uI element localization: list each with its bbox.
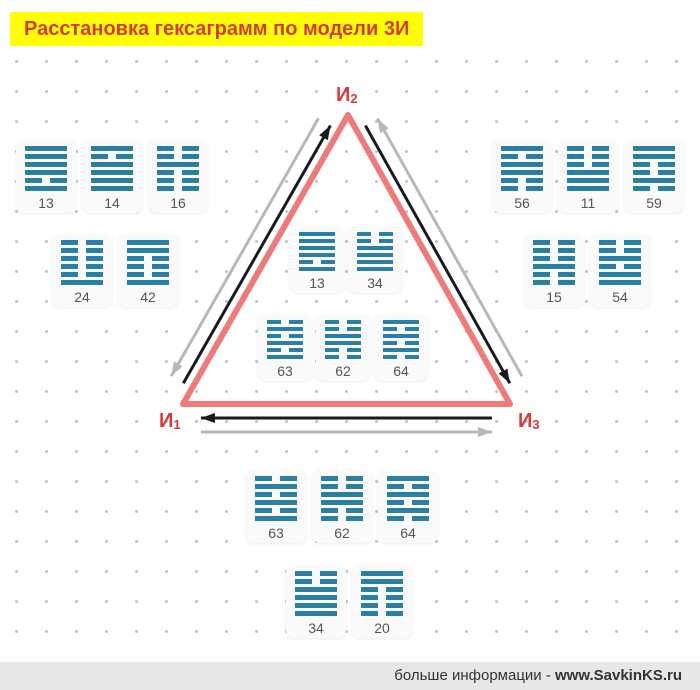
footer-link[interactable]: www.SavkinKS.ru xyxy=(555,667,682,684)
vertex-label-top-main: И xyxy=(336,84,350,106)
hexagram-icon xyxy=(321,476,363,521)
hexagram-number: 34 xyxy=(350,275,400,291)
hexagram-icon xyxy=(599,240,641,285)
hexagram-icon xyxy=(533,240,575,285)
arrow-head xyxy=(377,119,388,134)
arrow-head xyxy=(319,126,330,141)
hex-cluster-center-upper: 13 34 xyxy=(290,226,402,293)
arrow-head xyxy=(171,362,182,377)
hex-cluster-top-left-lower: 24 42 xyxy=(52,234,178,307)
hexagram-card: 63 xyxy=(246,470,306,543)
hexagram-card: 14 xyxy=(82,140,142,213)
hexagram-card: 13 xyxy=(16,140,76,213)
vertex-label-left-main: И xyxy=(159,410,173,432)
hexagram-card: 64 xyxy=(378,470,438,543)
hexagram-icon xyxy=(361,571,403,616)
hexagram-icon xyxy=(61,240,103,285)
hexagram-icon xyxy=(25,146,67,191)
hexagram-icon xyxy=(91,146,133,191)
hexagram-number: 56 xyxy=(494,195,550,211)
vertex-label-right-main: И xyxy=(518,410,532,432)
hexagram-card: 20 xyxy=(352,565,412,638)
vertex-label-top: И2 xyxy=(336,84,358,107)
footer-text: больше информации - xyxy=(394,667,555,684)
hexagram-number: 15 xyxy=(526,289,582,305)
vertex-label-right-sub: 3 xyxy=(532,417,539,432)
hexagram-icon xyxy=(127,240,169,285)
footer-bar: больше информации - www.SavkinKS.ru xyxy=(0,662,700,690)
hex-cluster-center-lower: 63 62 64 xyxy=(258,314,428,381)
hexagram-card: 62 xyxy=(316,314,370,381)
hexagram-card: 11 xyxy=(558,140,618,213)
hexagram-card: 59 xyxy=(624,140,684,213)
hexagram-icon xyxy=(299,232,335,271)
hexagram-number: 63 xyxy=(248,525,304,541)
hexagram-icon xyxy=(325,320,361,359)
hexagram-card: 42 xyxy=(118,234,178,307)
hexagram-card: 16 xyxy=(148,140,208,213)
hexagram-number: 42 xyxy=(120,289,176,305)
hexagram-number: 14 xyxy=(84,195,140,211)
hex-cluster-bottom-lower: 34 20 xyxy=(286,565,412,638)
hexagram-number: 24 xyxy=(54,289,110,305)
hexagram-card: 54 xyxy=(590,234,650,307)
vertex-label-left-sub: 1 xyxy=(173,417,180,432)
arrow-head xyxy=(478,427,492,437)
hexagram-card: 34 xyxy=(348,226,402,293)
hexagram-number: 13 xyxy=(292,275,342,291)
vertex-label-left: И1 xyxy=(159,410,181,433)
hexagram-icon xyxy=(157,146,199,191)
hexagram-number: 63 xyxy=(260,363,310,379)
arrow-head xyxy=(201,413,215,423)
hexagram-card: 34 xyxy=(286,565,346,638)
hexagram-icon xyxy=(267,320,303,359)
hexagram-number: 34 xyxy=(288,620,344,636)
hexagram-number: 64 xyxy=(376,363,426,379)
vertex-label-top-sub: 2 xyxy=(350,91,357,106)
hexagram-icon xyxy=(501,146,543,191)
hexagram-card: 13 xyxy=(290,226,344,293)
hex-cluster-bottom-upper: 63 62 64 xyxy=(246,470,438,543)
hexagram-card: 24 xyxy=(52,234,112,307)
hexagram-icon xyxy=(255,476,297,521)
hexagram-card: 15 xyxy=(524,234,584,307)
hex-cluster-top-left-upper: 13 14 16 xyxy=(16,140,208,213)
hexagram-icon xyxy=(357,232,393,271)
hexagram-number: 59 xyxy=(626,195,682,211)
diagram-canvas: Расстановка гексаграмм по модели 3И И2 И… xyxy=(0,0,700,690)
hexagram-icon xyxy=(383,320,419,359)
hexagram-icon xyxy=(633,146,675,191)
hex-cluster-top-right-upper: 56 11 59 xyxy=(492,140,684,213)
hexagram-number: 20 xyxy=(354,620,410,636)
hexagram-number: 64 xyxy=(380,525,436,541)
hex-cluster-top-right-lower: 1554 xyxy=(524,234,650,307)
title-text: Расстановка гексаграмм по модели 3И xyxy=(24,18,409,40)
hexagram-number: 62 xyxy=(314,525,370,541)
hexagram-card: 63 xyxy=(258,314,312,381)
hexagram-icon xyxy=(567,146,609,191)
title-bar: Расстановка гексаграмм по модели 3И xyxy=(10,12,423,46)
hexagram-number: 11 xyxy=(560,195,616,211)
hexagram-card: 56 xyxy=(492,140,552,213)
hexagram-number: 13 xyxy=(18,195,74,211)
hexagram-card: 62 xyxy=(312,470,372,543)
vertex-label-right: И3 xyxy=(518,410,540,433)
hexagram-icon xyxy=(295,571,337,616)
hexagram-card: 64 xyxy=(374,314,428,381)
hexagram-number: 62 xyxy=(318,363,368,379)
hexagram-number: 54 xyxy=(592,289,648,305)
hexagram-icon xyxy=(387,476,429,521)
hexagram-number: 16 xyxy=(150,195,206,211)
